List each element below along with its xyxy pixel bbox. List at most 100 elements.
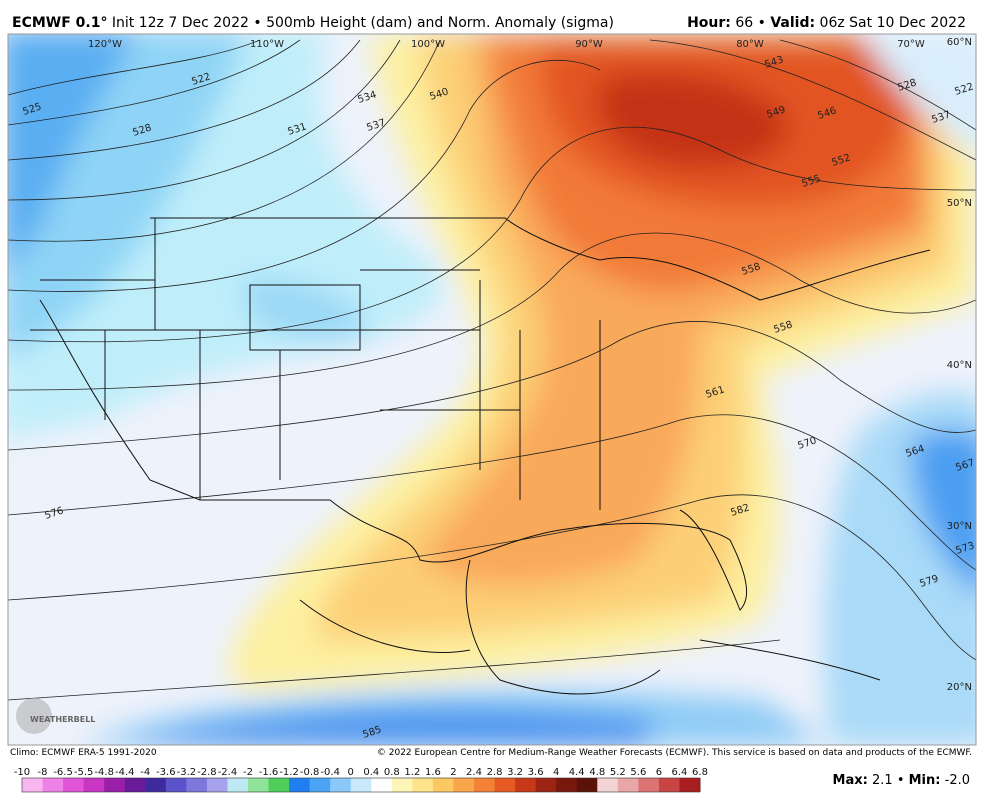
colorbar-label: 4.4	[569, 767, 585, 778]
swatch	[597, 778, 619, 792]
product: 500mb Height (dam) and Norm. Anomaly (si…	[266, 15, 614, 31]
colorbar-label: 0.8	[384, 767, 400, 778]
sep: •	[758, 15, 766, 31]
colorbar: -10 -8 -6.5 -5.5 -4.8 -4.4 -4 -3.6 -3.2 -2.8 -2.4-…	[14, 767, 708, 793]
lat-label: 30°N	[947, 521, 972, 532]
colorbar-label: 5.2	[610, 767, 626, 778]
swatch	[22, 778, 44, 792]
colorbar-label: 2.4	[466, 767, 482, 778]
colorbar-label: -0.4	[320, 767, 340, 778]
colorbar-label: -10	[14, 767, 30, 778]
swatch	[658, 778, 680, 792]
swatch	[124, 778, 146, 792]
swatch	[391, 778, 413, 792]
lat-label: 40°N	[947, 360, 972, 371]
lon-label: 90°W	[575, 39, 603, 50]
colorbar-label: -2.4	[218, 767, 238, 778]
colorbar-label: -1.2	[279, 767, 299, 778]
lon-label: 100°W	[411, 39, 445, 50]
init: Init 12z 7 Dec 2022	[112, 15, 249, 31]
swatch	[309, 778, 331, 792]
lon-label: 110°W	[250, 39, 284, 50]
colorbar-label: -0.8	[300, 767, 320, 778]
map	[8, 34, 976, 745]
colorbar-label: -8	[38, 767, 48, 778]
swatch	[227, 778, 249, 792]
copyright: © 2022 European Centre for Medium-Range …	[377, 748, 972, 758]
colorbar-label: 3.2	[507, 767, 523, 778]
colorbar-label: 2	[450, 767, 456, 778]
colorbar-label: -2.8	[197, 767, 217, 778]
min: -2.0	[945, 773, 970, 788]
swatch	[494, 778, 516, 792]
lat-label: 20°N	[947, 682, 972, 693]
swatch	[679, 778, 701, 792]
colorbar-label: 0	[348, 767, 354, 778]
swatch	[535, 778, 557, 792]
header-right: Hour: 66 • Valid: 06z Sat 10 Dec 2022	[687, 15, 966, 31]
colorbar-label: 2.8	[487, 767, 503, 778]
colorbar-label: 6.8	[692, 767, 708, 778]
colorbar-label: 6	[656, 767, 662, 778]
colorbar-label: -4	[140, 767, 150, 778]
model: ECMWF 0.1°	[12, 15, 107, 31]
swatch	[412, 778, 434, 792]
colorbar-label: 4.8	[589, 767, 605, 778]
swatch	[289, 778, 311, 792]
climo: Climo: ECMWF ERA-5 1991-2020	[10, 748, 157, 758]
colorbar-label: 5.6	[630, 767, 646, 778]
swatch	[206, 778, 228, 792]
valid: 06z Sat 10 Dec 2022	[820, 15, 966, 31]
swatch	[145, 778, 167, 792]
colorbar-frame	[21, 777, 701, 793]
swatch	[165, 778, 187, 792]
swatch	[248, 778, 270, 792]
colorbar-label: 4	[553, 767, 559, 778]
colorbar-label: -4.4	[115, 767, 135, 778]
borders	[30, 217, 931, 695]
colorbar-label: 6.4	[672, 767, 688, 778]
swatch	[453, 778, 475, 792]
lon-label: 70°W	[897, 39, 925, 50]
colorbar-label: 1.2	[404, 767, 420, 778]
lat-label: 50°N	[947, 198, 972, 209]
colorbar-label: -3.2	[177, 767, 197, 778]
swatch	[371, 778, 393, 792]
swatch	[186, 778, 208, 792]
sep: •	[253, 15, 261, 31]
colorbar-label: -3.6	[156, 767, 176, 778]
swatch	[63, 778, 85, 792]
hour-label: Hour:	[687, 15, 731, 31]
swatch	[83, 778, 105, 792]
min-label: Min:	[909, 773, 941, 788]
logo: WEATHERBELL	[30, 715, 95, 724]
swatch	[432, 778, 454, 792]
swatch	[330, 778, 352, 792]
swatch	[474, 778, 496, 792]
lat-label: 60°N	[947, 37, 972, 48]
swatch	[556, 778, 578, 792]
max-label: Max:	[833, 773, 868, 788]
lon-label: 120°W	[88, 39, 122, 50]
lon-label: 80°W	[736, 39, 764, 50]
colorbar-label: -2	[243, 767, 253, 778]
swatch	[617, 778, 639, 792]
header-left: ECMWF 0.1° Init 12z 7 Dec 2022 • 500mb H…	[12, 15, 614, 31]
colorbar-label: 0.4	[363, 767, 379, 778]
map-frame	[7, 33, 977, 746]
swatch	[268, 778, 290, 792]
logo-mark	[16, 698, 52, 734]
valid-label: Valid:	[770, 15, 815, 31]
swatch	[350, 778, 372, 792]
colorbar-label: -6.5	[53, 767, 73, 778]
colorbar-label: 3.6	[528, 767, 544, 778]
swatch	[576, 778, 598, 792]
colorbar-label: -5.5	[74, 767, 94, 778]
swatch	[42, 778, 64, 792]
swatch	[638, 778, 660, 792]
max-min: Max: 2.1 • Min: -2.0	[833, 773, 970, 788]
max: 2.1	[872, 773, 893, 788]
colorbar-label: -1.6	[259, 767, 279, 778]
swatch	[104, 778, 126, 792]
